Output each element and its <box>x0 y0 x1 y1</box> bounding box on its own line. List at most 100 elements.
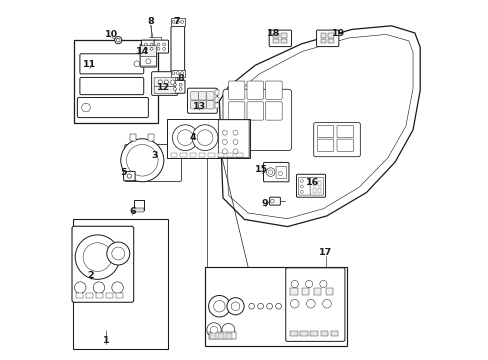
Circle shape <box>233 139 238 144</box>
Circle shape <box>172 125 198 150</box>
Circle shape <box>180 21 183 23</box>
FancyBboxPatch shape <box>265 81 282 99</box>
Circle shape <box>268 170 272 174</box>
Circle shape <box>106 242 129 265</box>
Circle shape <box>144 47 147 50</box>
Circle shape <box>150 47 153 50</box>
FancyBboxPatch shape <box>80 77 143 95</box>
Circle shape <box>197 130 212 145</box>
Bar <box>320 39 325 43</box>
FancyBboxPatch shape <box>80 54 143 74</box>
Circle shape <box>157 47 160 50</box>
Bar <box>290 330 297 336</box>
Text: 11: 11 <box>83 60 96 69</box>
FancyBboxPatch shape <box>151 72 178 95</box>
FancyBboxPatch shape <box>228 102 244 120</box>
FancyBboxPatch shape <box>171 27 184 75</box>
Text: 17: 17 <box>318 248 331 257</box>
Bar <box>215 103 218 108</box>
Bar <box>73 220 168 348</box>
Circle shape <box>121 139 163 182</box>
Text: 1: 1 <box>103 336 109 345</box>
Circle shape <box>112 247 124 260</box>
Bar <box>76 293 83 298</box>
FancyBboxPatch shape <box>269 30 291 46</box>
FancyBboxPatch shape <box>187 88 217 113</box>
Bar <box>96 293 103 298</box>
Bar <box>302 288 309 295</box>
Bar <box>317 181 321 186</box>
FancyBboxPatch shape <box>154 77 175 87</box>
Circle shape <box>257 303 263 309</box>
Circle shape <box>300 185 303 188</box>
Bar <box>281 33 286 38</box>
Circle shape <box>172 72 175 75</box>
Bar <box>310 330 317 336</box>
Circle shape <box>226 298 244 315</box>
Circle shape <box>233 130 238 135</box>
Bar <box>226 333 231 338</box>
FancyBboxPatch shape <box>223 89 291 150</box>
Circle shape <box>222 139 227 144</box>
Text: 10: 10 <box>105 30 118 39</box>
FancyBboxPatch shape <box>206 101 214 109</box>
FancyBboxPatch shape <box>140 57 156 66</box>
Circle shape <box>163 47 165 50</box>
Circle shape <box>75 235 120 279</box>
FancyBboxPatch shape <box>124 144 181 181</box>
Circle shape <box>248 303 254 309</box>
FancyBboxPatch shape <box>317 126 333 138</box>
Bar <box>290 288 297 295</box>
Bar <box>134 208 144 212</box>
Text: 12: 12 <box>157 83 170 92</box>
FancyBboxPatch shape <box>336 126 353 138</box>
FancyBboxPatch shape <box>190 101 198 109</box>
Circle shape <box>278 171 282 176</box>
Circle shape <box>179 83 182 86</box>
Circle shape <box>233 149 238 154</box>
Circle shape <box>322 300 330 308</box>
FancyBboxPatch shape <box>276 166 286 179</box>
Circle shape <box>222 149 227 154</box>
Circle shape <box>180 72 183 75</box>
Circle shape <box>157 43 160 46</box>
FancyBboxPatch shape <box>206 92 214 100</box>
Text: 6: 6 <box>129 207 136 216</box>
Circle shape <box>222 130 227 135</box>
FancyBboxPatch shape <box>265 102 282 120</box>
FancyBboxPatch shape <box>140 45 156 57</box>
Text: 4: 4 <box>189 133 195 142</box>
Bar <box>328 39 333 43</box>
Circle shape <box>231 302 239 311</box>
Circle shape <box>115 37 122 44</box>
Bar <box>171 153 177 157</box>
Polygon shape <box>219 26 419 226</box>
FancyBboxPatch shape <box>142 40 156 53</box>
Bar <box>320 33 325 38</box>
Bar <box>313 288 321 295</box>
Circle shape <box>266 303 272 309</box>
Bar <box>106 293 113 298</box>
FancyBboxPatch shape <box>285 268 344 341</box>
Circle shape <box>116 39 120 42</box>
Circle shape <box>270 199 274 203</box>
FancyBboxPatch shape <box>198 101 206 109</box>
Circle shape <box>81 103 90 112</box>
Circle shape <box>300 180 303 183</box>
FancyBboxPatch shape <box>316 30 338 46</box>
Circle shape <box>266 168 274 176</box>
Circle shape <box>177 130 193 145</box>
FancyBboxPatch shape <box>123 171 135 181</box>
Bar <box>317 188 321 193</box>
FancyBboxPatch shape <box>190 92 198 100</box>
Bar <box>226 153 233 157</box>
Bar <box>312 188 316 193</box>
Bar <box>236 153 242 157</box>
Bar <box>148 134 154 140</box>
Circle shape <box>150 43 153 46</box>
Circle shape <box>172 21 175 23</box>
Bar <box>208 153 214 157</box>
Circle shape <box>145 59 151 64</box>
Circle shape <box>306 300 314 308</box>
Bar <box>134 200 144 211</box>
